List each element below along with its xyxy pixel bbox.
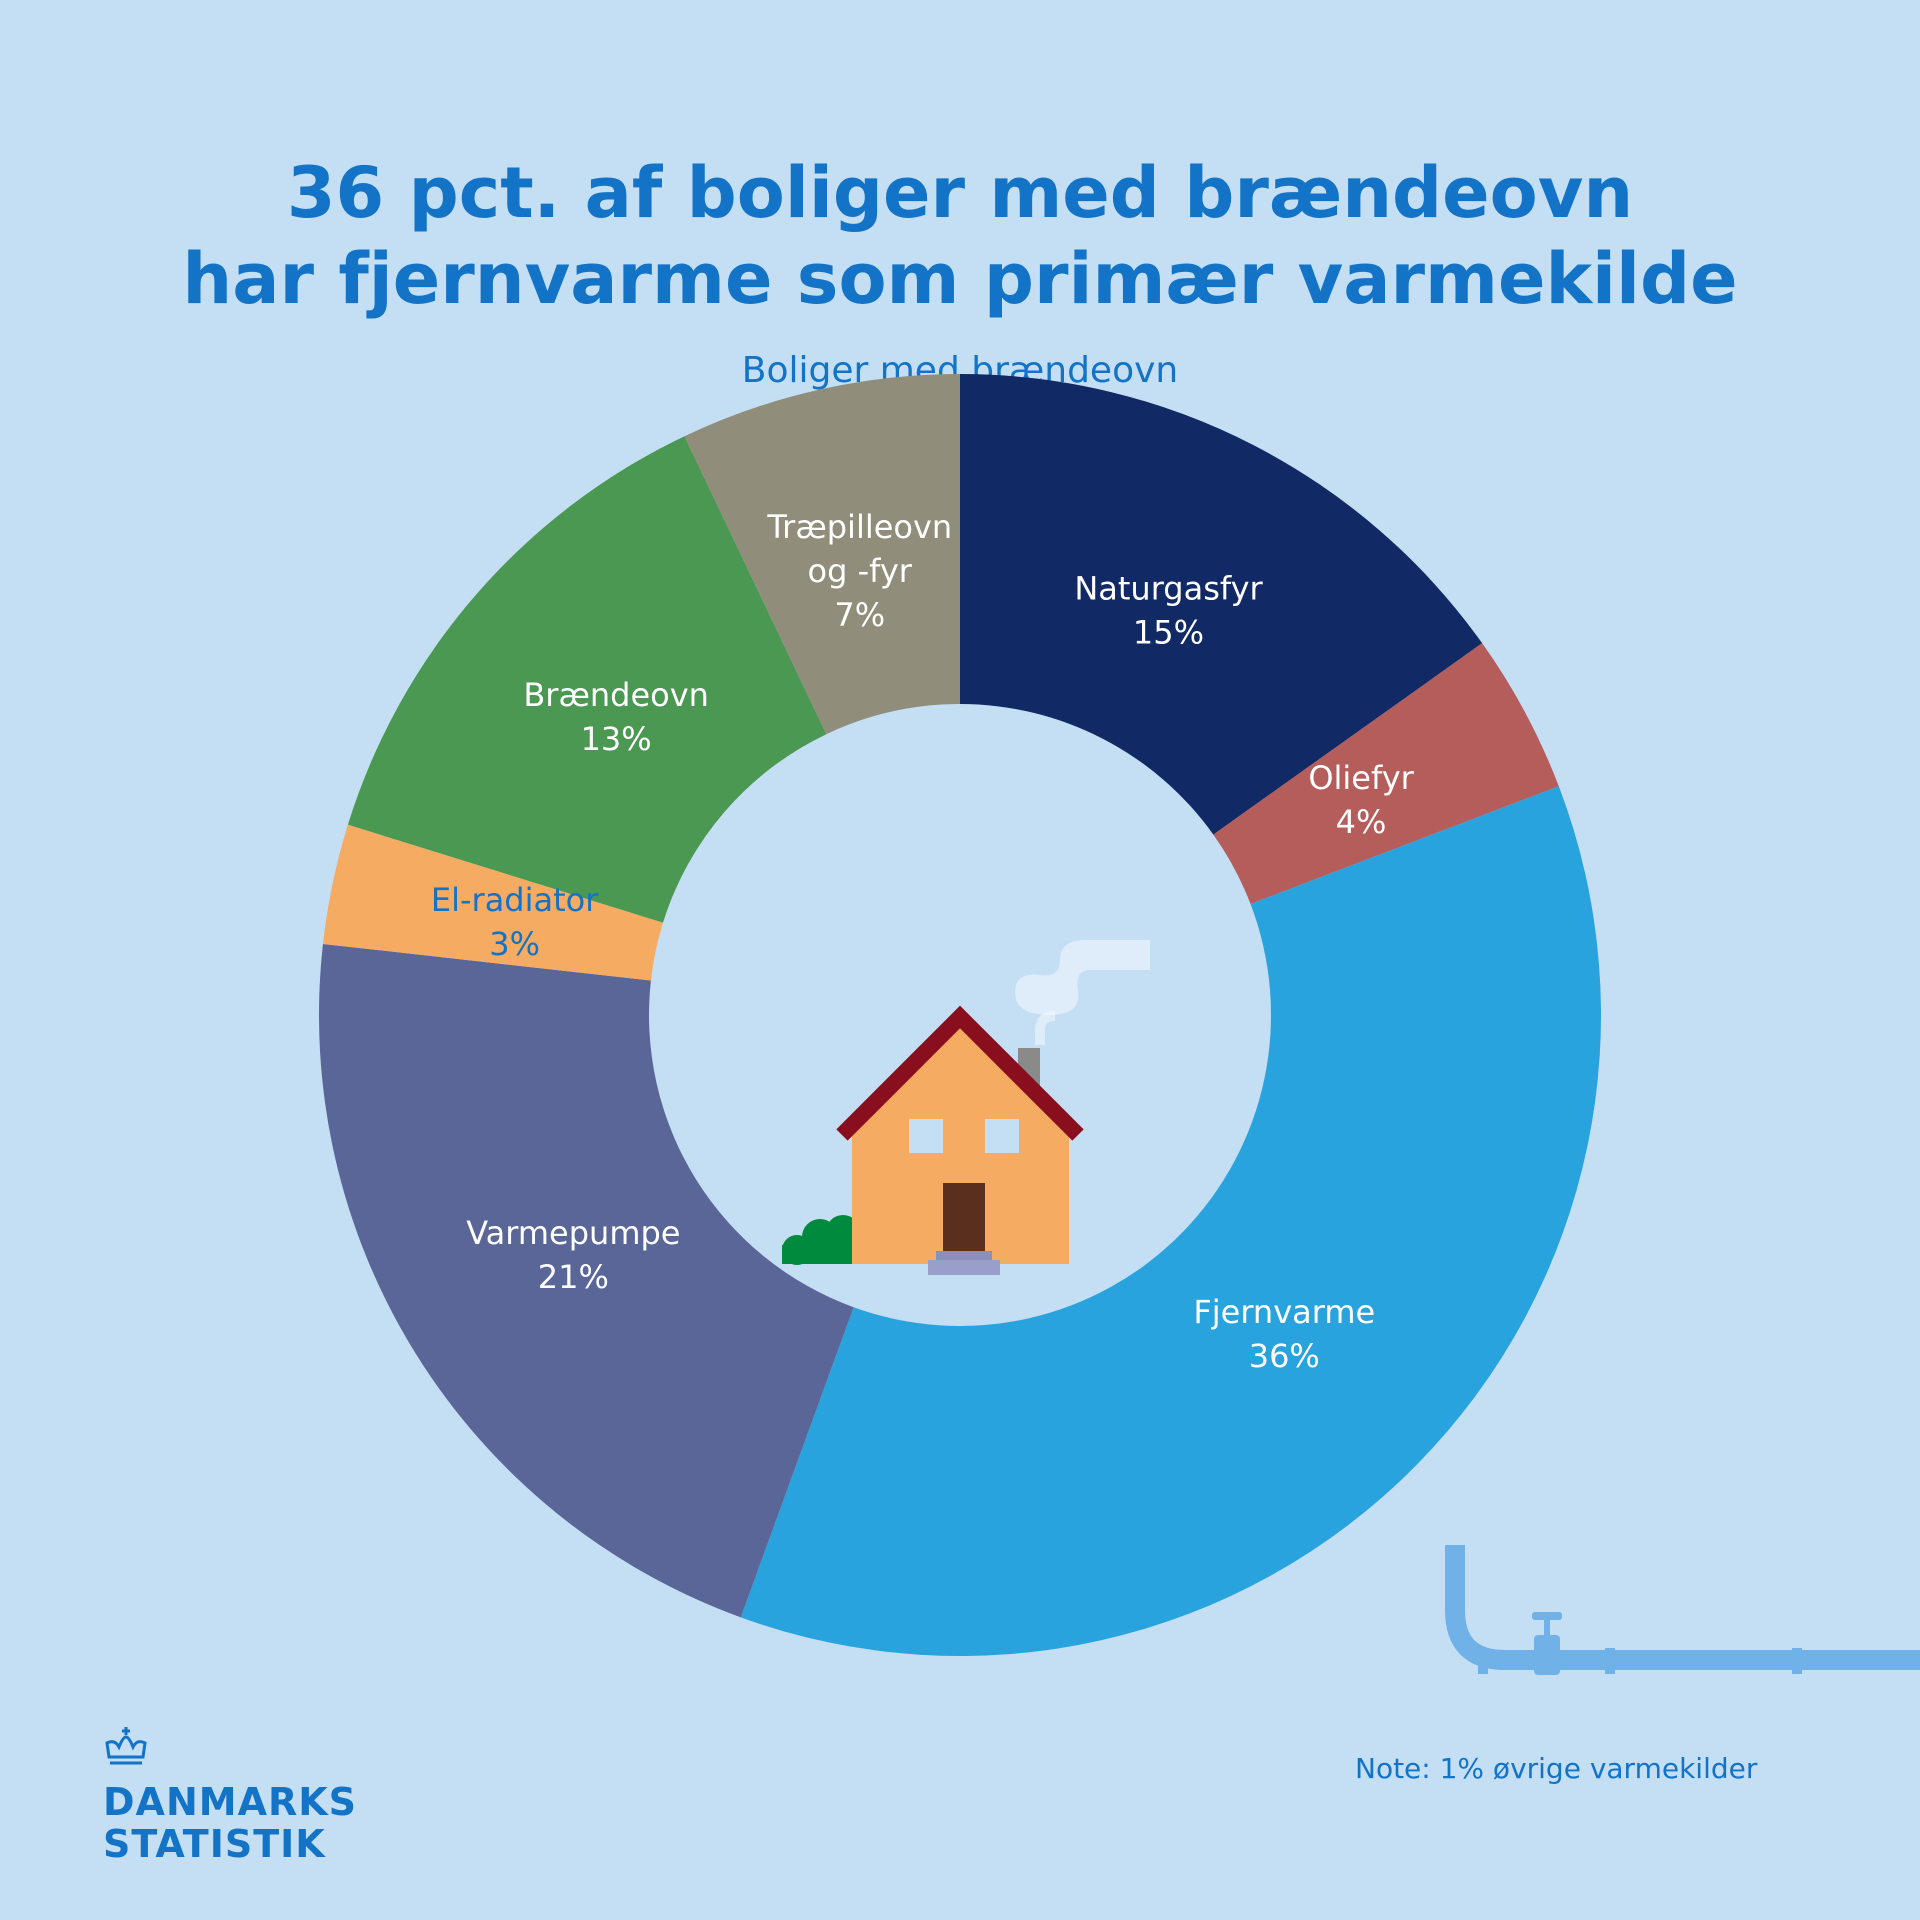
- slice-brændeovn: [347, 436, 827, 923]
- slice-value-label: 15%: [1133, 614, 1204, 652]
- slice-label-3: Varmepumpe 21%: [466, 1214, 680, 1296]
- donut-slices: [319, 374, 1601, 1656]
- logo-text-line-1: DANMARKS: [103, 1780, 358, 1824]
- logo-text-line-2: STATISTIK: [103, 1822, 326, 1866]
- title-line-2: har fjernvarme som primær varmekilde: [182, 238, 1738, 320]
- slice-fjernvarme: [740, 786, 1601, 1656]
- slice-oliefyr: [1213, 643, 1559, 905]
- slice-label-5: Brændeovn 13%: [523, 676, 709, 758]
- slice-category-label: Fjernvarme: [1193, 1293, 1375, 1331]
- slice-el-radiator: [322, 824, 664, 981]
- slice-varmepumpe: [319, 943, 854, 1618]
- slice-label-4: El-radiator 3%: [431, 881, 599, 963]
- slice-naturgasfyr: [960, 374, 1483, 835]
- slice-category-label: El-radiator: [431, 881, 599, 919]
- slice-category-label: Oliefyr: [1308, 759, 1414, 797]
- page-title: 36 pct. af boliger med brændeovn har fje…: [0, 150, 1920, 322]
- slice-label-2: Fjernvarme 36%: [1193, 1293, 1375, 1375]
- title-line-1: 36 pct. af boliger med brændeovn: [286, 152, 1634, 234]
- slice-value-label: 21%: [538, 1258, 609, 1296]
- slice-category-label: Brændeovn: [523, 676, 709, 714]
- slice-label-0: Naturgasfyr 15%: [1074, 570, 1263, 652]
- danmarks-statistik-logo: DANMARKS STATISTIK: [103, 1725, 357, 1865]
- slice-category-label: Varmepumpe: [466, 1214, 680, 1252]
- slice-value-label: 4%: [1336, 803, 1387, 841]
- crown-icon: [105, 1727, 147, 1765]
- slice-labels: Naturgasfyr 15% Oliefyr 4% Fjernvarme 36% Varm…: [431, 508, 1415, 1375]
- slice-value-label: 36%: [1249, 1337, 1320, 1375]
- slice-category-label: Træpilleovn: [766, 508, 952, 546]
- slice-category-label: og -fyr: [808, 552, 913, 590]
- chart-note: Note: 1% øvrige varmekilder: [1355, 1752, 1758, 1785]
- slice-value-label: 3%: [489, 925, 540, 963]
- slice-label-6: Træpilleovn og -fyr 7%: [766, 508, 952, 634]
- slice-label-1: Oliefyr 4%: [1308, 759, 1414, 841]
- slice-træpilleovn-og-fyr: [684, 374, 960, 735]
- slice-category-label: Naturgasfyr: [1074, 570, 1263, 608]
- district-heating-pipe-icon: [1445, 1545, 1920, 1675]
- house-with-chimney-smoke-icon: [782, 940, 1150, 1275]
- slice-value-label: 13%: [581, 720, 652, 758]
- slice-value-label: 7%: [834, 596, 885, 634]
